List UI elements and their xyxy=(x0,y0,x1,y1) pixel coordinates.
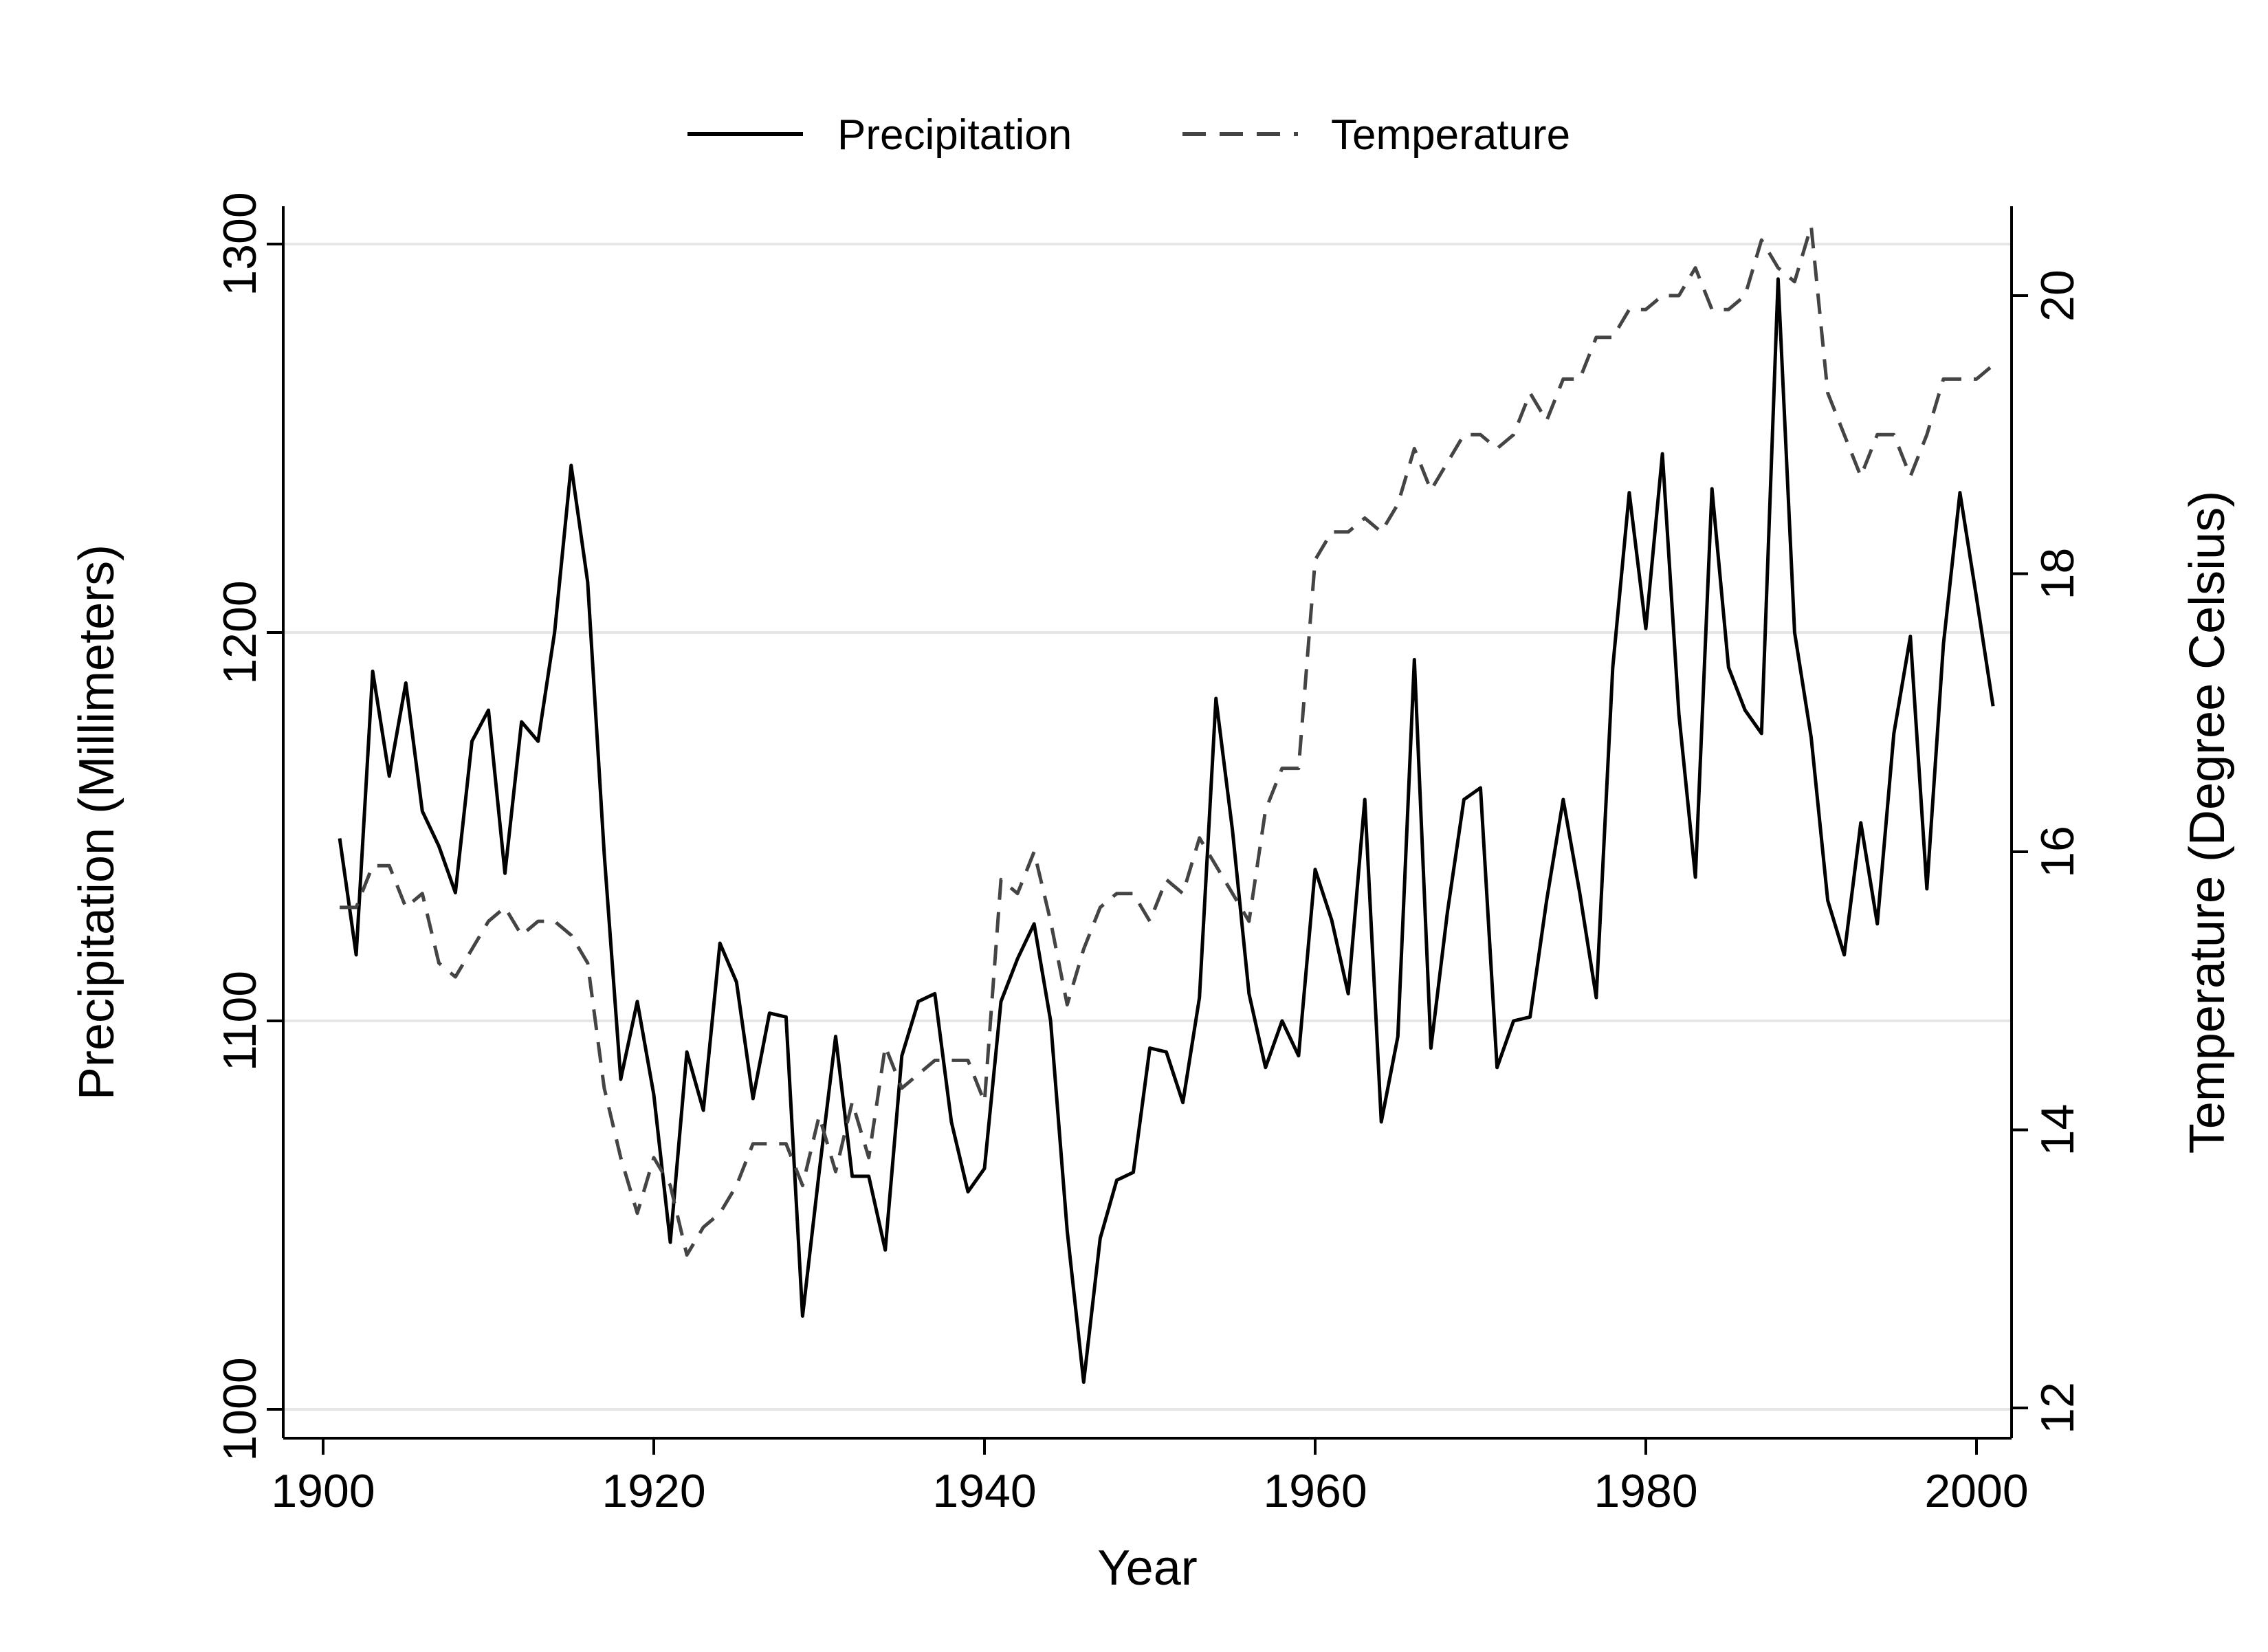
y-tick-label: 1200 xyxy=(214,580,266,684)
x-tick-label: 1900 xyxy=(271,1465,375,1517)
y2-tick-label: 20 xyxy=(2032,269,2084,322)
y-axis-title: Precipitation (Millimeters) xyxy=(69,544,124,1100)
x-ticks: 1900 1920 1940 1960 1980 2000 xyxy=(271,1438,2029,1517)
x-tick-label: 1960 xyxy=(1263,1465,1367,1517)
y2-tick-label: 16 xyxy=(2032,826,2084,878)
y2-ticks: 12 14 16 18 20 xyxy=(2012,269,2084,1434)
x-tick-label: 1920 xyxy=(602,1465,705,1517)
x-tick-label: 1940 xyxy=(932,1465,1036,1517)
y2-axis-title: Temperature (Degree Celsius) xyxy=(2180,491,2235,1154)
y-ticks: 1000 1100 1200 1300 xyxy=(214,192,283,1462)
axes xyxy=(282,206,2013,1440)
series-layer xyxy=(338,224,1995,1384)
series-line-precipitation xyxy=(338,277,1995,1384)
y-tick-label: 1100 xyxy=(214,971,266,1071)
x-axis-title: Year xyxy=(1097,1541,1197,1596)
gridlines xyxy=(283,243,2012,1411)
y2-tick-label: 14 xyxy=(2032,1104,2084,1156)
legend-label-temperature: Temperature xyxy=(1331,111,1570,159)
y2-tick-label: 12 xyxy=(2032,1382,2084,1434)
y-tick-label: 1000 xyxy=(214,1357,266,1461)
y2-tick-label: 18 xyxy=(2032,548,2084,600)
x-tick-label: 2000 xyxy=(1924,1465,2028,1517)
legend: Precipitation Temperature xyxy=(687,111,1570,159)
y-tick-label: 1300 xyxy=(214,192,266,296)
x-tick-label: 1980 xyxy=(1594,1465,1697,1517)
legend-label-precipitation: Precipitation xyxy=(837,111,1072,159)
